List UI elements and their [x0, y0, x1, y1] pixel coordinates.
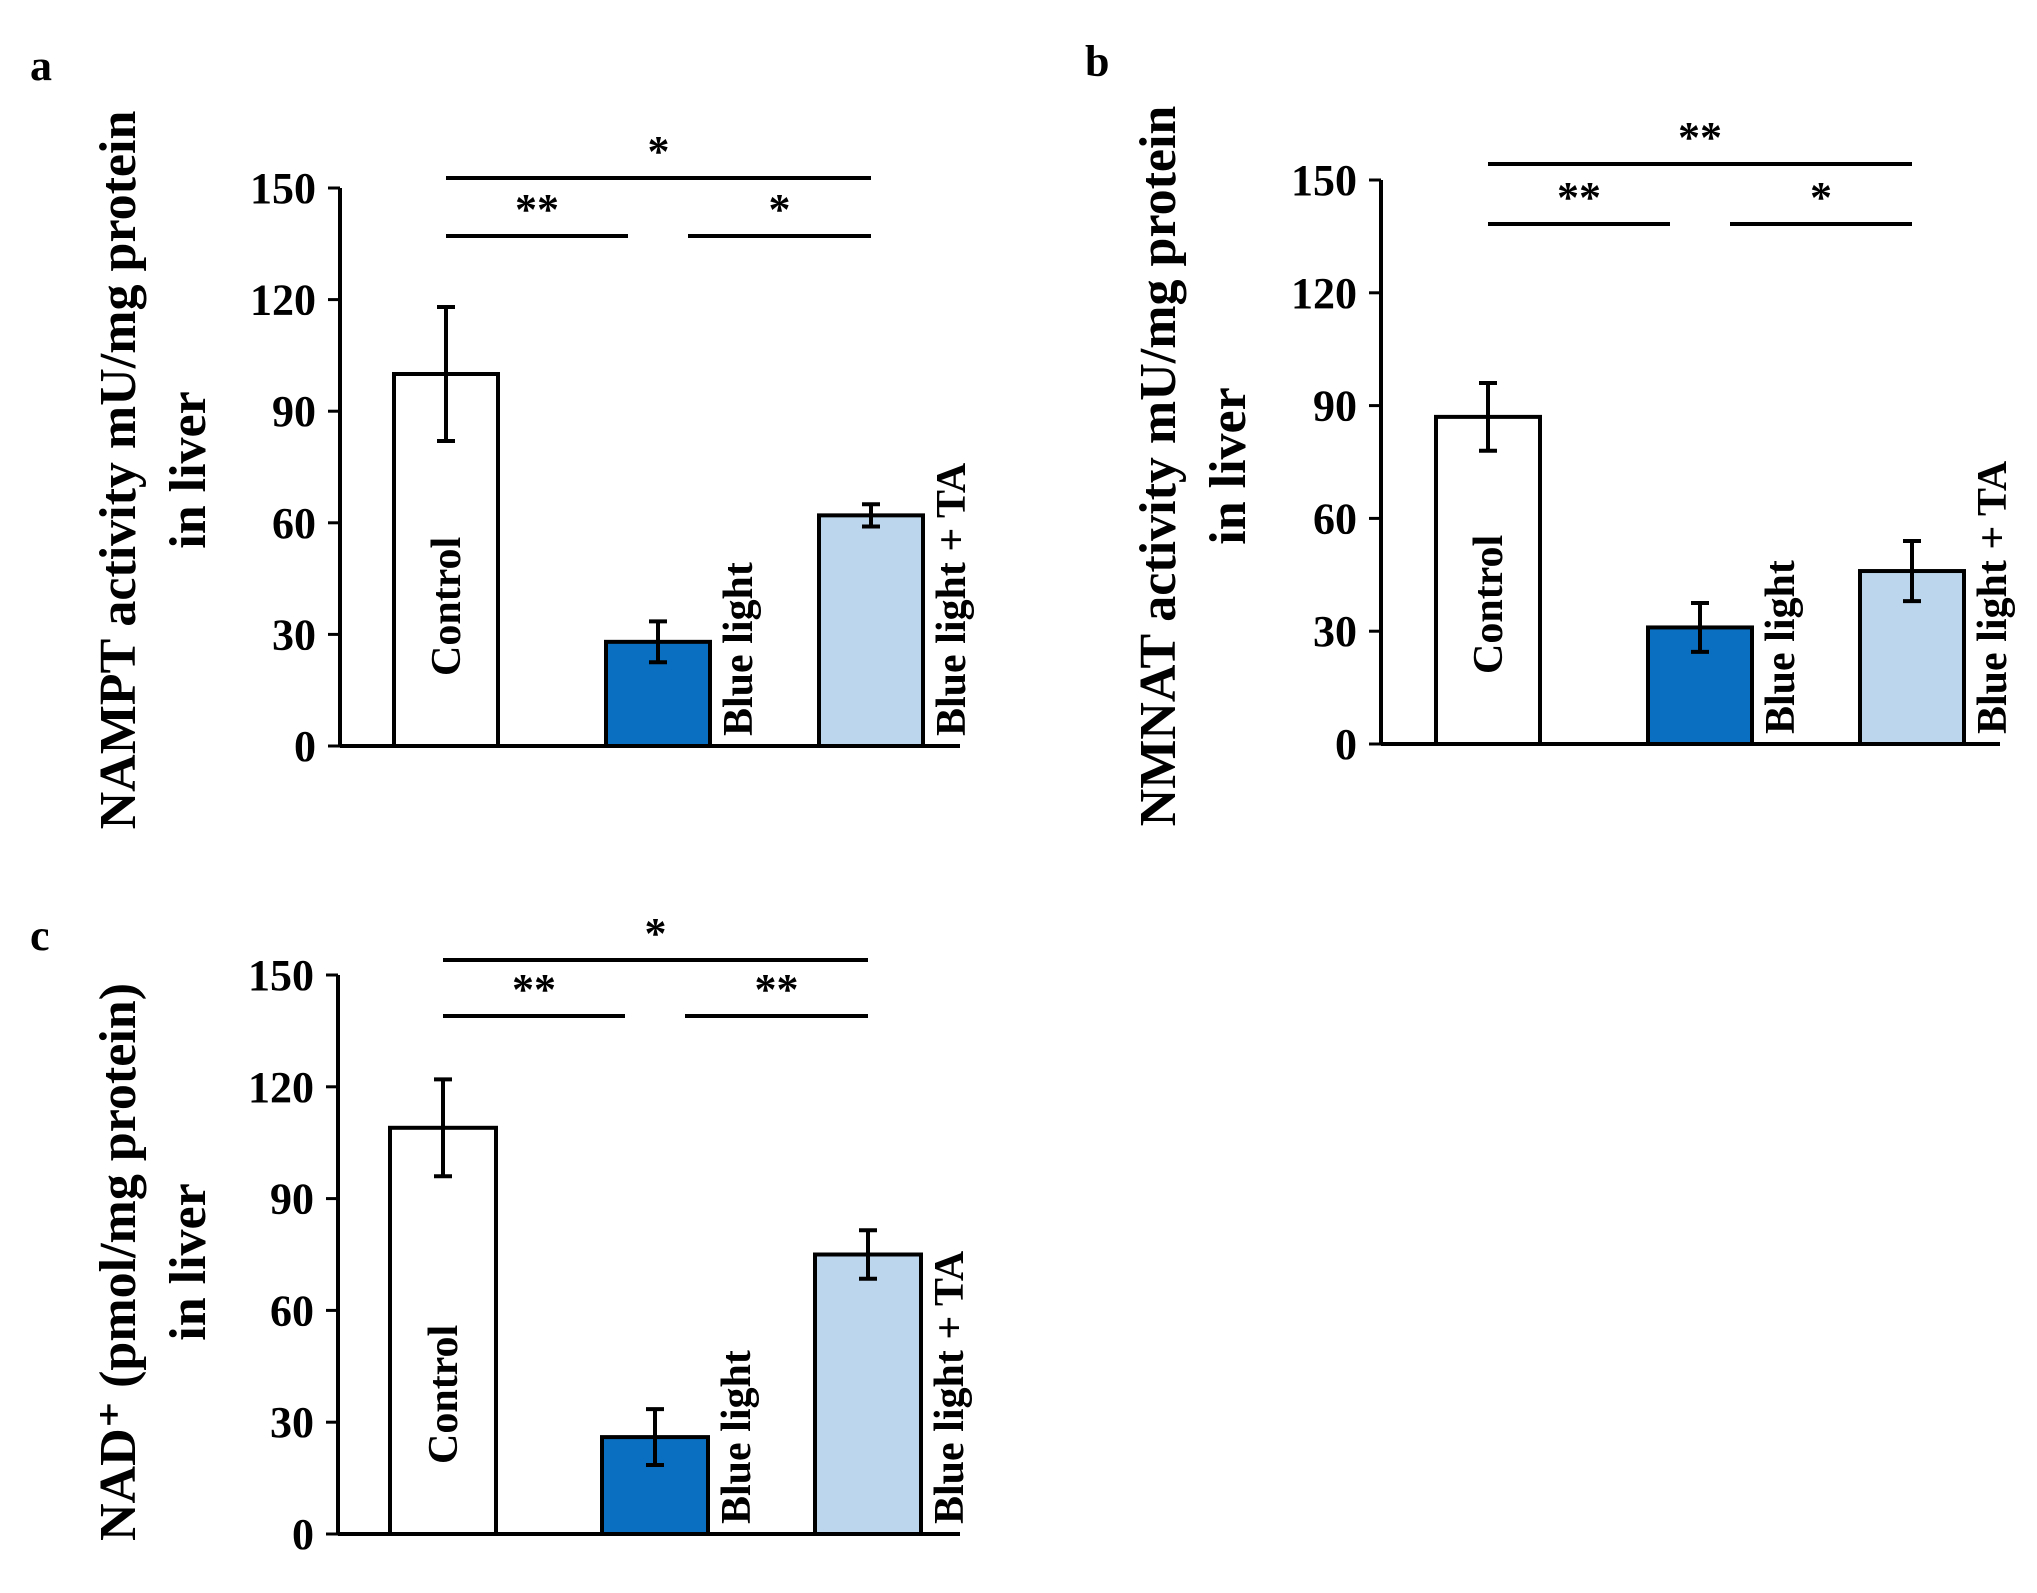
significance-label: ** — [1678, 113, 1722, 162]
significance-label: * — [769, 185, 791, 234]
chart-panel-b: b NMNAT activity mU/mg protein in liver 0 30… — [1085, 37, 2016, 826]
y-tick-label: 30 — [270, 1398, 314, 1447]
bar — [813, 1252, 923, 1536]
y-tick-label: 0 — [1335, 720, 1357, 769]
y-tick-label: 90 — [272, 387, 316, 436]
y-axis-label: NAMPT activity mU/mg protein — [90, 111, 147, 830]
y-tick-label: 0 — [294, 722, 316, 771]
panel-letter: b — [1085, 37, 1109, 86]
significance-label: * — [1810, 173, 1832, 222]
y-tick-label: 150 — [250, 164, 316, 213]
y-tick-label: 60 — [270, 1286, 314, 1335]
panel-letter: c — [30, 911, 50, 960]
category-label: Control — [424, 537, 470, 676]
y-axis-label: in liver — [160, 391, 217, 548]
y-tick-label: 30 — [272, 610, 316, 659]
y-tick-label: 90 — [1313, 382, 1357, 431]
y-axis-label: NAD⁺ (pmol/mg protein) — [90, 983, 147, 1541]
significance-label: * — [645, 909, 667, 958]
y-tick-label: 150 — [248, 951, 314, 1000]
significance-label: * — [648, 127, 670, 176]
chart-panel-a: a NAMPT activity mU/mg protein in liver 0 30… — [30, 41, 975, 829]
y-tick-label: 30 — [1313, 607, 1357, 656]
category-label: Blue light — [714, 1350, 760, 1524]
significance-label: ** — [755, 965, 799, 1014]
significance-label: ** — [512, 965, 556, 1014]
y-axis-label: NMNAT activity mU/mg protein — [1130, 106, 1187, 827]
y-tick-label: 60 — [272, 499, 316, 548]
category-label: Control — [1466, 535, 1512, 674]
y-tick-label: 90 — [270, 1175, 314, 1224]
bar — [817, 513, 925, 748]
y-tick-label: 150 — [1291, 156, 1357, 205]
y-tick-label: 120 — [1291, 269, 1357, 318]
y-tick-label: 120 — [248, 1063, 314, 1112]
panel-letter: a — [30, 41, 52, 90]
category-label: Blue light + TA — [1970, 460, 2016, 734]
significance-label: ** — [515, 185, 559, 234]
y-tick-label: 0 — [292, 1510, 314, 1559]
category-label: Control — [421, 1325, 467, 1464]
y-axis-label: in liver — [160, 1183, 217, 1340]
category-label: Blue light + TA — [929, 462, 975, 736]
category-label: Blue light — [1758, 560, 1804, 734]
significance-label: ** — [1557, 173, 1601, 222]
y-tick-label: 60 — [1313, 494, 1357, 543]
chart-panel-c: c NAD⁺ (pmol/mg protein) in liver 0 30 60 90 12… — [30, 909, 973, 1559]
y-tick-label: 120 — [250, 276, 316, 325]
bar — [388, 1125, 498, 1536]
y-axis-label: in liver — [1200, 387, 1257, 544]
category-label: Blue light — [716, 562, 762, 736]
category-label: Blue light + TA — [927, 1250, 973, 1524]
bar — [1434, 414, 1542, 746]
